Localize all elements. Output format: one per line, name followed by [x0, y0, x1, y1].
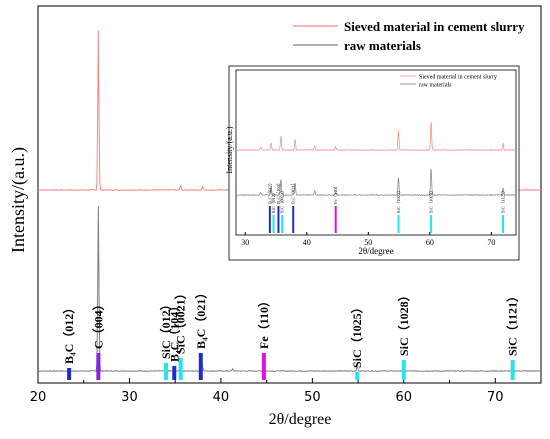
- inset-frame: [235, 69, 517, 236]
- inset-reference-label: SiC（1121）: [501, 188, 506, 213]
- inset-reference-label: SiC（1028）: [429, 188, 434, 213]
- inset-series-sieved-line: [235, 121, 517, 151]
- x-tick-label: 20: [30, 390, 47, 405]
- series-raw-line: [37, 206, 542, 373]
- inset-series-raw-line: [235, 168, 517, 196]
- inset-plot: 30 40 50 60 70 2θ/degree Intensity/(a.u.) Sieve…: [225, 65, 520, 261]
- inset-x-axis-label: 2θ/degree: [358, 246, 393, 256]
- x-tick-label: 50: [304, 390, 321, 405]
- reference-label: C（004）: [90, 298, 105, 349]
- inset-x-tick-label: 70: [487, 238, 495, 247]
- inset-reference-label: B₄C（021）: [291, 181, 296, 204]
- y-axis-label: Intensity/(a.u.): [8, 147, 29, 253]
- series-raw-label: raw materials: [344, 38, 421, 53]
- inset-reference-label: SiC（012）: [271, 190, 276, 213]
- legend: Sieved material in cement slurry raw mate…: [293, 19, 525, 53]
- reference-label: B₄C（012）: [61, 302, 76, 364]
- reference-label: Fe（110）: [256, 295, 271, 349]
- x-axis-label: 2θ/degree: [269, 411, 332, 428]
- inset-x-tick-label: 40: [303, 238, 311, 247]
- plot-frame: [37, 5, 542, 384]
- inset-x-tick-label: 60: [426, 238, 434, 247]
- inset-reference-label: B₄C（104）: [276, 181, 281, 204]
- inset-reference-label: Fe（110）: [333, 184, 338, 204]
- inset-x-tick-label: 30: [241, 238, 249, 247]
- x-tick-label: 60: [396, 390, 413, 405]
- inset-reference-label: SiC（1025）: [396, 188, 401, 213]
- x-tick-label: 30: [121, 390, 138, 405]
- inset-reference-label: SiC（0021）: [280, 188, 285, 213]
- reference-label: SiC（1025）: [349, 301, 364, 368]
- inset-x-tick-label: 50: [364, 238, 372, 247]
- x-tick-label: 40: [213, 390, 230, 405]
- inset-y-axis-label: Intensity/(a.u.): [225, 126, 234, 173]
- series-sieved-label: Sieved material in cement slurry: [344, 19, 525, 34]
- reference-label: SiC（0021）: [173, 287, 188, 354]
- reference-label: B₄C（104）: [166, 300, 181, 362]
- x-tick-label: 70: [487, 390, 504, 405]
- inset-legend-label: raw materials: [419, 83, 452, 89]
- reference-label: SiC（1121）: [505, 290, 520, 356]
- inset-background: [228, 65, 520, 261]
- reference-label: SiC（1028）: [396, 289, 411, 356]
- reference-label: SiC（012）: [158, 298, 173, 359]
- reference-label: B₄C（021）: [193, 287, 208, 349]
- inset-legend: Sieved material in cement slurry raw mate…: [400, 75, 497, 89]
- inset-legend-label: Sieved material in cement slurry: [419, 75, 497, 81]
- inset-reference-label: B₄C（012）: [267, 181, 272, 204]
